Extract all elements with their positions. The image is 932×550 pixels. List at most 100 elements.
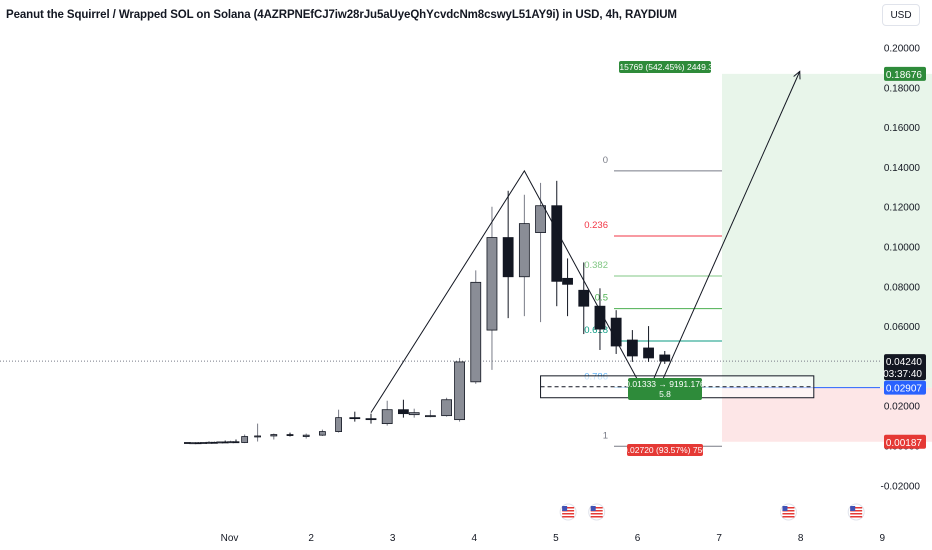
zigzag-line xyxy=(370,169,664,413)
x-tick-2: 3 xyxy=(390,533,396,544)
candle-body-33 xyxy=(594,305,606,330)
y-tick-6: 0.08000 xyxy=(884,282,921,293)
x-tick-3: 4 xyxy=(472,533,478,544)
y-tick-4: 0.12000 xyxy=(884,203,921,214)
candles xyxy=(183,180,671,445)
candle-body-21 xyxy=(408,412,420,416)
candle-body-22 xyxy=(424,415,436,418)
flag-stripe-3-0 xyxy=(850,507,863,509)
current-price-tag: 0.04240 xyxy=(886,357,923,368)
price-axis: 0.20000 0.18000 0.16000 0.14000 0.12000 0.100… xyxy=(881,44,926,492)
flag-canton-3 xyxy=(850,506,856,511)
fib-label-6: 1 xyxy=(603,430,608,441)
us-flag-event-icon xyxy=(559,503,577,521)
countdown-tag: 03:37:40 xyxy=(883,369,922,380)
flag-canton-1 xyxy=(590,506,596,511)
projection-arrow-head xyxy=(793,70,801,80)
y-tick-1: 0.18000 xyxy=(884,83,921,94)
flag-stripe-1-0 xyxy=(590,507,603,509)
stop-price-tag-bg xyxy=(884,434,926,449)
stop-label: 0.02720 (93.57%) 750 xyxy=(623,445,707,455)
flag-stripe-0-3 xyxy=(562,516,575,518)
x-tick-0: Nov xyxy=(221,533,239,544)
candle-body-11 xyxy=(254,435,262,438)
center-label-bg xyxy=(628,378,702,400)
candle-body-32 xyxy=(578,289,590,307)
candle-body-14 xyxy=(302,434,310,437)
fib-label-1: 0.236 xyxy=(584,220,608,231)
y-tick-3: 0.14000 xyxy=(884,163,921,174)
target-zone xyxy=(722,73,932,388)
us-flag-event-icon xyxy=(847,503,865,521)
candle-body-9 xyxy=(232,441,240,444)
flag-stripe-1-2 xyxy=(590,513,603,515)
candle-body-27 xyxy=(502,237,514,278)
target-price-tag: 0.18676 xyxy=(886,70,923,81)
fib-label-4: 0.618 xyxy=(584,325,608,336)
stop-price-tag: 0.00187 xyxy=(886,438,923,449)
position-labels: 0.15769 (542.45%) 2449.36 0.01333 → 9191.… xyxy=(612,61,718,456)
candle-body-26 xyxy=(486,237,498,331)
candle-body-36 xyxy=(643,347,654,359)
flag-stripe-3-1 xyxy=(850,510,863,512)
flag-stripe-1-1 xyxy=(590,510,603,512)
candle-body-24 xyxy=(454,361,465,421)
flag-stripe-3-2 xyxy=(850,513,863,515)
event-markers xyxy=(559,503,865,521)
stop-label-bg xyxy=(627,444,703,456)
fib-label-3: 0.5 xyxy=(595,293,608,304)
x-tick-1: 2 xyxy=(308,533,314,544)
target-label-bg xyxy=(619,61,711,73)
flag-stripe-0-2 xyxy=(562,513,575,515)
candle-body-20 xyxy=(397,409,409,415)
target-price-tag-bg xyxy=(884,66,926,81)
candle-body-34 xyxy=(610,317,622,347)
candle-body-16 xyxy=(335,417,343,432)
candle-body-18 xyxy=(365,418,377,421)
candle-body-15 xyxy=(318,431,326,436)
candle-body-23 xyxy=(441,399,453,417)
flag-canton-2 xyxy=(782,506,788,511)
projection-arrow-line xyxy=(662,71,801,381)
y-tick-9: 0.02000 xyxy=(884,402,921,413)
candle-body-29 xyxy=(535,205,546,233)
candle-body-28 xyxy=(518,223,530,278)
candle-body-19 xyxy=(381,409,393,425)
candle-body-10 xyxy=(241,436,249,443)
flag-stripe-0-0 xyxy=(562,507,575,509)
currency-button[interactable]: USD xyxy=(882,4,920,26)
center-label-line2: 5.8 xyxy=(659,389,671,399)
entry-price-tag-bg xyxy=(884,380,926,395)
x-tick-5: 6 xyxy=(635,533,641,544)
x-tick-7: 8 xyxy=(798,533,804,544)
chart-title: Peanut the Squirrel / Wrapped SOL on Sol… xyxy=(6,9,677,21)
candle-body-37 xyxy=(659,354,671,362)
us-flag-event-icon xyxy=(779,503,797,521)
x-tick-8: 9 xyxy=(880,533,886,544)
y-tick-2: 0.16000 xyxy=(884,123,921,134)
flag-stripe-3-3 xyxy=(850,516,863,518)
x-tick-6: 7 xyxy=(716,533,722,544)
target-label: 0.15769 (542.45%) 2449.36 xyxy=(612,62,718,72)
flag-canton-0 xyxy=(562,506,568,511)
x-tick-4: 5 xyxy=(553,533,559,544)
flag-stripe-2-2 xyxy=(782,513,795,515)
candle-body-30 xyxy=(551,205,563,282)
center-label-line1: 0.01333 → 9191.176 xyxy=(625,379,705,389)
candle-body-35 xyxy=(626,339,638,357)
us-flag-event-icon xyxy=(588,503,606,521)
flag-stripe-1-3 xyxy=(590,516,603,518)
time-axis: Nov 2 3 4 5 6 7 8 9 xyxy=(221,533,886,544)
candle-body-17 xyxy=(349,417,361,420)
y-tick-0: 0.20000 xyxy=(884,44,921,55)
flag-stripe-2-1 xyxy=(782,510,795,512)
current-price-tag-bg xyxy=(884,354,926,381)
fib-label-2: 0.382 xyxy=(584,260,608,271)
flag-stripe-2-3 xyxy=(782,516,795,518)
candle-body-25 xyxy=(470,281,482,383)
candle-body-12 xyxy=(270,434,278,437)
y-tick-11: -0.02000 xyxy=(881,481,921,492)
entry-price-tag: 0.02907 xyxy=(886,384,923,395)
